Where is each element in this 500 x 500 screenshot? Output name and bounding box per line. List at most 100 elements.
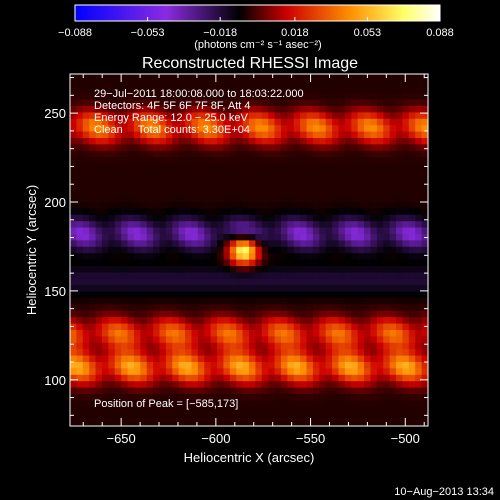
heatmap-cell <box>261 182 269 190</box>
heatmap-cell <box>389 310 397 318</box>
heatmap-cell <box>396 150 403 158</box>
heatmap-cell <box>210 272 218 280</box>
plot-frame <box>69 73 429 427</box>
heatmap-cell <box>191 368 199 376</box>
heatmap-cell <box>332 355 339 363</box>
heatmap-cell <box>76 195 84 203</box>
heatmap-cell <box>293 285 301 292</box>
heatmap-cell <box>287 170 295 177</box>
heatmap-cell <box>255 106 263 113</box>
heatmap-cell <box>153 163 160 171</box>
heatmap-cell <box>121 240 128 248</box>
heatmap-cell <box>236 227 243 235</box>
heatmap-cell <box>82 291 90 299</box>
heatmap-cell <box>229 272 237 280</box>
heatmap-cell <box>261 278 269 286</box>
heatmap-cell <box>70 291 77 299</box>
heatmap-cell <box>76 74 84 81</box>
heatmap-cell <box>351 253 359 260</box>
heatmap-cell <box>293 118 301 126</box>
heatmap-cell <box>312 189 320 196</box>
heatmap-cell <box>82 112 90 120</box>
heatmap-cell <box>344 214 352 222</box>
heatmap-cell <box>229 387 237 395</box>
heatmap-cell <box>159 355 167 363</box>
heatmap-cell <box>89 227 96 235</box>
heatmap-cell <box>217 419 224 427</box>
heatmap-cell <box>376 157 384 164</box>
heatmap-cell <box>101 112 109 120</box>
heatmap-cell <box>312 99 320 107</box>
heatmap-cell <box>217 125 224 132</box>
heatmap-cell <box>332 163 339 171</box>
heatmap-cell <box>217 176 224 184</box>
heatmap-cell <box>383 285 391 292</box>
heatmap-cell <box>370 413 378 420</box>
heatmap-cell <box>332 99 339 107</box>
heatmap-cell <box>338 413 346 420</box>
heatmap-cell <box>140 227 148 235</box>
heatmap-cell <box>280 342 288 350</box>
heatmap-cell <box>197 419 205 427</box>
heatmap-cell <box>306 118 314 126</box>
heatmap-cell <box>146 259 154 267</box>
heatmap-cell <box>204 349 212 356</box>
heatmap-cell <box>204 330 212 337</box>
heatmap-cell <box>364 240 371 248</box>
heatmap-cell <box>351 336 359 344</box>
heatmap-cell <box>197 189 205 196</box>
heatmap-cell <box>370 131 378 139</box>
heatmap-cell <box>114 189 122 196</box>
heatmap-cell <box>101 394 109 401</box>
heatmap-cell <box>82 406 90 414</box>
heatmap-cell <box>319 253 327 260</box>
heatmap-cell <box>287 381 295 388</box>
heatmap-cell <box>312 381 320 388</box>
heatmap-cell <box>383 208 391 216</box>
heatmap-cell <box>229 259 237 267</box>
heatmap-cell <box>89 195 96 203</box>
heatmap-cell <box>101 106 109 113</box>
heatmap-cell <box>133 170 141 177</box>
heatmap-cell <box>325 202 333 209</box>
heatmap-cell <box>383 138 391 145</box>
heatmap-cell <box>370 195 378 203</box>
heatmap-cell <box>396 234 403 241</box>
heatmap-cell <box>287 227 295 235</box>
heatmap-cell <box>229 362 237 369</box>
heatmap-cell <box>408 150 416 158</box>
heatmap-cell <box>312 317 320 324</box>
heatmap-cell <box>223 304 231 312</box>
heatmap-cell <box>364 202 371 209</box>
heatmap-cell <box>185 227 192 235</box>
heatmap-cell <box>344 93 352 100</box>
heatmap-cell <box>415 266 422 273</box>
heatmap-cell <box>140 291 148 299</box>
heatmap-cell <box>261 195 269 203</box>
heatmap-cell <box>306 150 314 158</box>
heatmap-cell <box>229 253 237 260</box>
heatmap-cell <box>396 93 403 100</box>
heatmap-cell <box>140 272 148 280</box>
heatmap-cell <box>153 272 160 280</box>
heatmap-cell <box>114 342 122 350</box>
heatmap-cell <box>351 106 359 113</box>
heatmap-cell <box>82 374 90 382</box>
heatmap-cell <box>165 387 173 395</box>
heatmap-cell <box>376 278 384 286</box>
heatmap-cell <box>191 163 199 171</box>
heatmap-cell <box>165 285 173 292</box>
heatmap-cell <box>242 157 250 164</box>
heatmap-cell <box>197 342 205 350</box>
heatmap-cell <box>280 278 288 286</box>
x-tick-label: −600 <box>201 431 230 446</box>
heatmap-cell <box>376 99 384 107</box>
heatmap-cell <box>101 272 109 280</box>
heatmap-cell <box>185 131 192 139</box>
heatmap-cell <box>383 227 391 235</box>
heatmap-cell <box>261 317 269 324</box>
heatmap-cell <box>101 298 109 305</box>
heatmap-cell <box>108 304 116 312</box>
heatmap-cell <box>300 86 307 94</box>
